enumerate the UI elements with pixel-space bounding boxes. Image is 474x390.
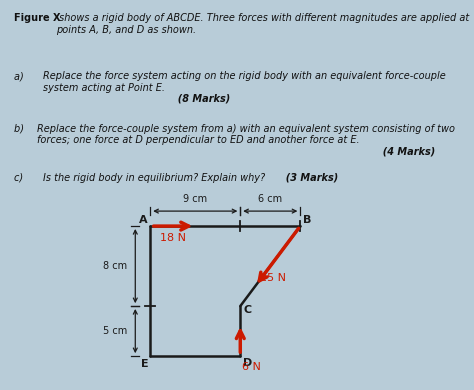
Text: (3 Marks): (3 Marks) [279, 172, 338, 183]
Text: shows a rigid body of ABCDE. Three forces with different magnitudes are applied : shows a rigid body of ABCDE. Three force… [55, 13, 469, 35]
Text: 5 cm: 5 cm [103, 326, 128, 336]
Text: Replace the force system acting on the rigid body with an equivalent force-coupl: Replace the force system acting on the r… [43, 71, 446, 93]
Text: Figure X: Figure X [14, 13, 61, 23]
Text: B: B [303, 215, 312, 225]
Text: (8 Marks): (8 Marks) [171, 94, 230, 104]
Text: 18 N: 18 N [160, 233, 186, 243]
Text: A: A [139, 215, 147, 225]
Text: c): c) [14, 172, 33, 183]
Text: C: C [243, 305, 251, 315]
Text: 25 N: 25 N [260, 273, 286, 283]
Text: Replace the force-couple system from a) with an equivalent system consisting of : Replace the force-couple system from a) … [37, 124, 456, 145]
Text: D: D [243, 358, 253, 368]
Text: 8 cm: 8 cm [103, 261, 128, 271]
Text: 6 N: 6 N [242, 362, 261, 372]
Text: b): b) [14, 124, 30, 134]
Text: 6 cm: 6 cm [258, 194, 283, 204]
Text: E: E [141, 359, 148, 369]
Text: 9 cm: 9 cm [183, 194, 207, 204]
Text: a): a) [14, 71, 33, 82]
Text: (4 Marks): (4 Marks) [375, 146, 435, 156]
Text: Is the rigid body in equilibrium? Explain why?: Is the rigid body in equilibrium? Explai… [43, 172, 265, 183]
